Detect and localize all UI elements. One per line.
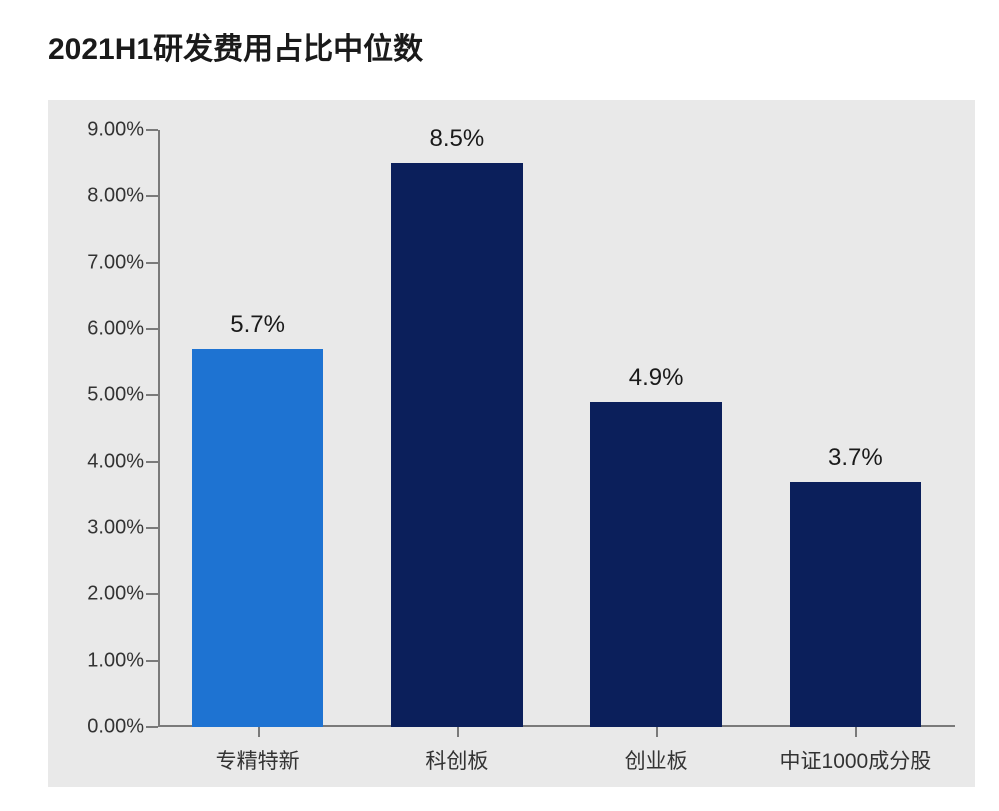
chart-plot-area: 0.00% 1.00% 2.00% 3.00% 4.00% 5.00% 6.00% 7.00%… xyxy=(48,100,975,787)
x-tick xyxy=(258,727,260,737)
x-tick-label: 创业板 xyxy=(557,745,756,775)
bar: 3.7% xyxy=(790,482,922,727)
bar-slot: 4.9%创业板 xyxy=(557,130,756,727)
y-tick-label: 7.00% xyxy=(58,251,144,274)
bars-group: 5.7%专精特新8.5%科创板4.9%创业板3.7%中证1000成分股 xyxy=(158,130,955,727)
x-tick xyxy=(457,727,459,737)
bar: 8.5% xyxy=(391,163,523,727)
y-tick xyxy=(146,195,158,197)
bar-value-label: 8.5% xyxy=(430,125,485,153)
x-tick-label: 专精特新 xyxy=(158,745,357,775)
y-tick-label: 9.00% xyxy=(58,119,144,142)
y-tick-label: 0.00% xyxy=(58,716,144,739)
bar-value-label: 5.7% xyxy=(230,311,285,339)
y-tick xyxy=(146,129,158,131)
bar-value-label: 3.7% xyxy=(828,444,883,472)
y-tick xyxy=(146,726,158,728)
y-tick xyxy=(146,328,158,330)
bar: 4.9% xyxy=(590,402,722,727)
y-tick-label: 1.00% xyxy=(58,649,144,672)
y-tick xyxy=(146,461,158,463)
bar-slot: 3.7%中证1000成分股 xyxy=(756,130,955,727)
plot-region: 0.00%1.00%2.00%3.00%4.00%5.00%6.00%7.00%… xyxy=(158,130,955,727)
y-tick xyxy=(146,527,158,529)
y-tick xyxy=(146,593,158,595)
y-tick xyxy=(146,660,158,662)
y-tick-label: 4.00% xyxy=(58,450,144,473)
y-tick-label: 2.00% xyxy=(58,583,144,606)
bar-slot: 8.5%科创板 xyxy=(357,130,556,727)
x-tick xyxy=(855,727,857,737)
y-tick-label: 8.00% xyxy=(58,185,144,208)
chart-container: 2021H1研发费用占比中位数 0.00% 1.00% 2.00% 3.00% 4.00… xyxy=(0,0,999,811)
y-tick xyxy=(146,394,158,396)
y-tick-label: 3.00% xyxy=(58,517,144,540)
y-tick xyxy=(146,262,158,264)
x-tick-label: 中证1000成分股 xyxy=(756,745,955,775)
bar: 5.7% xyxy=(192,349,324,727)
bar-value-label: 4.9% xyxy=(629,364,684,392)
x-tick-label: 科创板 xyxy=(357,745,556,775)
x-tick xyxy=(656,727,658,737)
y-tick-label: 5.00% xyxy=(58,384,144,407)
bar-slot: 5.7%专精特新 xyxy=(158,130,357,727)
chart-title: 2021H1研发费用占比中位数 xyxy=(0,0,999,68)
y-tick-label: 6.00% xyxy=(58,318,144,341)
